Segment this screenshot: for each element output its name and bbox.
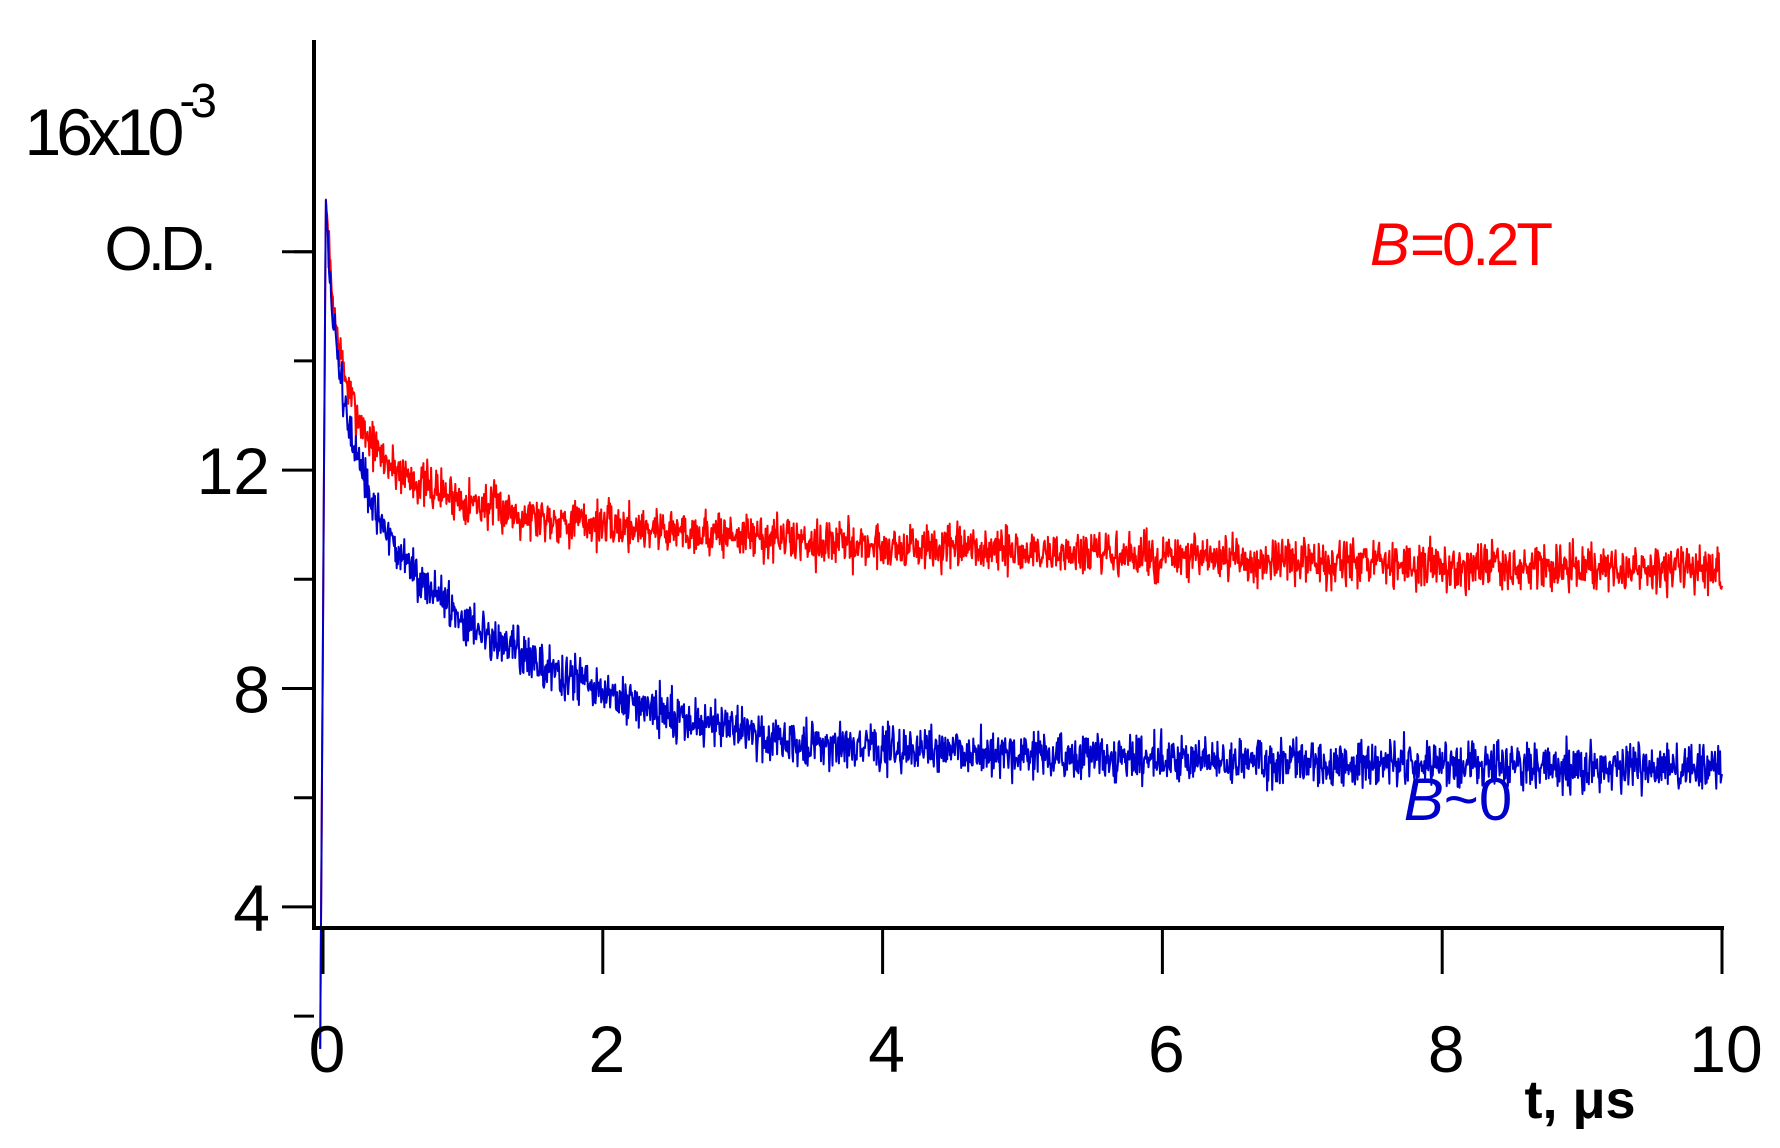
trace-b-approx-0 bbox=[319, 199, 1723, 1049]
y-multiplier-label: 16x10-3 bbox=[24, 75, 215, 169]
x-tick-label: 4 bbox=[868, 1012, 905, 1086]
trace-b-0-2t bbox=[319, 198, 1723, 1049]
y-tick-label: 4 bbox=[233, 871, 270, 945]
x-tick-label: 8 bbox=[1428, 1012, 1465, 1086]
axes: 0 2 4 6 8 10 4 8 12 bbox=[197, 40, 1763, 1086]
y-multiplier-exponent: -3 bbox=[179, 75, 215, 128]
y-axis-title: O.D. bbox=[105, 215, 212, 284]
x-tick-label: 0 bbox=[309, 1012, 346, 1086]
x-tick-label: 10 bbox=[1689, 1012, 1762, 1086]
legend-b-0-2t: B=0.2T bbox=[1370, 211, 1552, 278]
x-tick-label: 6 bbox=[1148, 1012, 1185, 1086]
labels: 16x10-3 O.D. t, μs B=0.2T B~0 bbox=[24, 75, 1635, 1130]
x-tick-label: 2 bbox=[588, 1012, 625, 1086]
legend-b-approx-0: B~0 bbox=[1404, 766, 1512, 833]
x-axis-title: t, μs bbox=[1524, 1070, 1635, 1130]
plot-lines bbox=[319, 198, 1723, 1049]
y-tick-label: 8 bbox=[233, 653, 270, 727]
y-tick-label: 12 bbox=[197, 434, 270, 508]
